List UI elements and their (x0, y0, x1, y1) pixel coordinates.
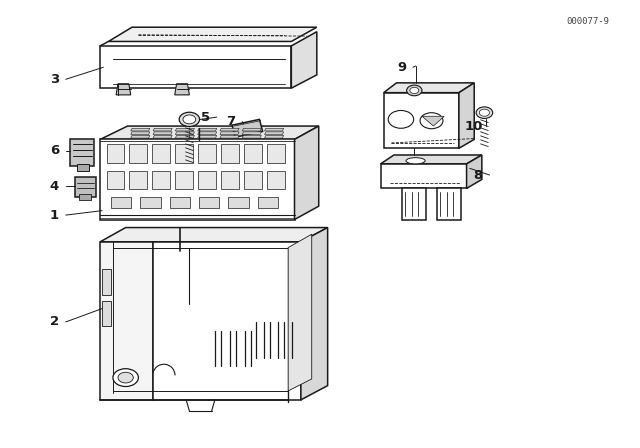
Bar (257, 197, 278, 208)
Polygon shape (220, 128, 239, 131)
Circle shape (118, 372, 133, 383)
Bar (267, 171, 285, 189)
Polygon shape (198, 132, 217, 134)
Circle shape (406, 85, 422, 96)
Polygon shape (264, 128, 284, 131)
Polygon shape (100, 228, 328, 242)
Polygon shape (198, 128, 217, 131)
Polygon shape (220, 132, 239, 134)
Polygon shape (108, 27, 317, 42)
Polygon shape (459, 83, 474, 148)
Polygon shape (243, 132, 261, 134)
Circle shape (479, 109, 490, 116)
Text: 5: 5 (201, 111, 210, 124)
Circle shape (410, 87, 419, 94)
Polygon shape (153, 128, 172, 131)
Polygon shape (77, 164, 90, 172)
Polygon shape (198, 135, 217, 138)
Polygon shape (153, 132, 172, 134)
Bar (170, 197, 190, 208)
Ellipse shape (406, 158, 425, 164)
Polygon shape (70, 139, 94, 166)
Polygon shape (102, 268, 111, 295)
Bar (175, 144, 193, 163)
Text: 9: 9 (397, 61, 406, 74)
Polygon shape (436, 188, 461, 220)
Polygon shape (243, 128, 261, 131)
Bar (244, 171, 262, 189)
Polygon shape (232, 119, 262, 137)
Bar (198, 171, 216, 189)
Polygon shape (294, 126, 319, 220)
Bar (140, 197, 161, 208)
Polygon shape (467, 155, 482, 188)
Circle shape (388, 111, 413, 128)
Polygon shape (175, 135, 195, 138)
Polygon shape (100, 139, 294, 220)
Polygon shape (100, 242, 153, 400)
Circle shape (113, 369, 138, 387)
Bar (267, 144, 285, 163)
Polygon shape (175, 84, 189, 95)
Bar (129, 144, 147, 163)
Text: 7: 7 (226, 115, 236, 128)
Polygon shape (401, 188, 426, 220)
Bar (175, 171, 193, 189)
Text: 4: 4 (50, 180, 59, 193)
Bar (199, 197, 220, 208)
Text: 3: 3 (50, 73, 59, 86)
Polygon shape (175, 128, 195, 131)
Text: 8: 8 (474, 168, 483, 181)
Polygon shape (288, 234, 312, 391)
Text: 2: 2 (50, 315, 59, 328)
Circle shape (476, 107, 493, 118)
Bar (221, 171, 239, 189)
Polygon shape (381, 155, 482, 164)
Polygon shape (301, 228, 328, 400)
Circle shape (420, 113, 443, 129)
Bar (106, 144, 124, 163)
Bar (198, 144, 216, 163)
Polygon shape (175, 132, 195, 134)
Text: 10: 10 (465, 120, 483, 133)
Bar (106, 171, 124, 189)
Bar (129, 171, 147, 189)
Bar (244, 144, 262, 163)
Polygon shape (100, 46, 291, 88)
Polygon shape (116, 84, 131, 95)
Polygon shape (264, 132, 284, 134)
Polygon shape (153, 242, 301, 400)
Polygon shape (75, 177, 96, 197)
Circle shape (179, 112, 200, 126)
Polygon shape (131, 135, 150, 138)
Polygon shape (131, 128, 150, 131)
Polygon shape (264, 135, 284, 138)
Text: 6: 6 (50, 144, 59, 157)
Polygon shape (131, 132, 150, 134)
Polygon shape (153, 135, 172, 138)
Polygon shape (79, 194, 91, 199)
Circle shape (183, 115, 196, 124)
Polygon shape (384, 83, 474, 93)
Polygon shape (384, 93, 459, 148)
Bar (228, 197, 248, 208)
Bar (152, 171, 170, 189)
Text: 1: 1 (50, 209, 59, 222)
Text: 000077-9: 000077-9 (566, 17, 609, 26)
Polygon shape (422, 116, 444, 126)
Bar (152, 144, 170, 163)
Polygon shape (100, 126, 319, 139)
Polygon shape (220, 135, 239, 138)
Bar (221, 144, 239, 163)
Polygon shape (291, 32, 317, 88)
Polygon shape (243, 135, 261, 138)
Bar (111, 197, 131, 208)
Polygon shape (381, 164, 467, 188)
Polygon shape (102, 301, 111, 327)
